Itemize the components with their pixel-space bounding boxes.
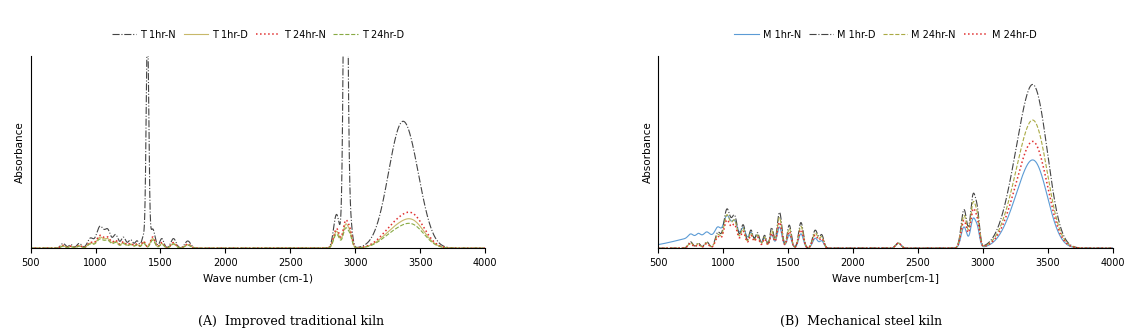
X-axis label: Wave number (cm-1): Wave number (cm-1) bbox=[203, 274, 312, 283]
Text: (A)  Improved traditional kiln: (A) Improved traditional kiln bbox=[197, 315, 384, 328]
Y-axis label: Absorbance: Absorbance bbox=[15, 121, 25, 183]
X-axis label: Wave number[cm-1]: Wave number[cm-1] bbox=[832, 274, 939, 283]
Legend: T 1hr-N, T 1hr-D, T 24hr-N, T 24hr-D: T 1hr-N, T 1hr-D, T 24hr-N, T 24hr-D bbox=[108, 26, 408, 44]
Y-axis label: Absorbance: Absorbance bbox=[643, 121, 652, 183]
Legend: M 1hr-N, M 1hr-D, M 24hr-N, M 24hr-D: M 1hr-N, M 1hr-D, M 24hr-N, M 24hr-D bbox=[731, 26, 1041, 44]
Text: (B)  Mechanical steel kiln: (B) Mechanical steel kiln bbox=[780, 315, 942, 328]
